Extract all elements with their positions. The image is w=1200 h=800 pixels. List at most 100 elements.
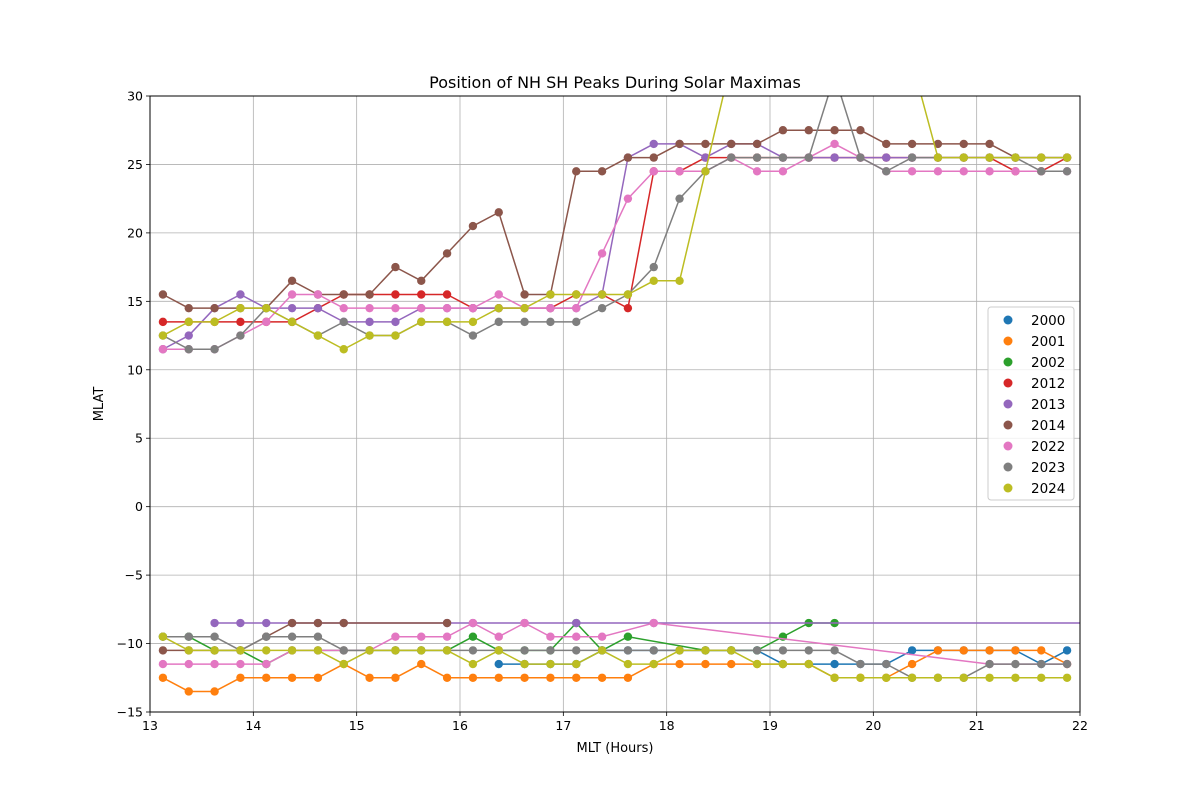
data-point — [1037, 167, 1046, 176]
data-point — [597, 290, 607, 299]
data-point — [287, 276, 297, 285]
data-point — [391, 673, 400, 682]
data-point — [262, 303, 271, 313]
data-point — [287, 632, 297, 641]
data-point — [184, 632, 193, 641]
legend-label: 2012 — [1031, 376, 1065, 392]
data-point — [210, 618, 219, 628]
data-point — [442, 618, 452, 628]
data-point — [417, 290, 426, 299]
legend-label: 2022 — [1031, 439, 1065, 455]
y-tick-label: −5 — [125, 568, 143, 583]
data-point — [210, 687, 219, 696]
data-point — [1062, 646, 1072, 655]
data-point — [985, 167, 994, 176]
legend-marker — [1003, 399, 1013, 409]
data-point — [572, 290, 581, 299]
data-point — [752, 167, 762, 176]
data-point — [1062, 673, 1072, 682]
data-point — [210, 317, 219, 327]
data-point — [236, 646, 245, 655]
data-point — [933, 646, 943, 655]
series-line-2014-nh — [162, 129, 1068, 309]
data-point — [417, 646, 426, 655]
data-point — [675, 167, 684, 176]
legend-label: 2000 — [1031, 313, 1065, 329]
data-point — [597, 632, 607, 641]
data-point — [313, 632, 323, 641]
data-point — [701, 139, 710, 149]
data-point — [158, 317, 168, 327]
data-point — [907, 167, 917, 176]
data-point — [856, 126, 865, 135]
data-point — [520, 290, 529, 299]
data-point — [649, 276, 658, 285]
legend-marker — [1003, 378, 1013, 388]
data-point — [442, 303, 452, 313]
data-point — [184, 317, 193, 327]
data-point — [675, 276, 684, 285]
legend: 2000 2001 2002 2012 2013 2014 2022 2023 2024 — [987, 306, 1075, 501]
data-point — [520, 673, 529, 682]
data-point — [649, 618, 658, 628]
data-point — [856, 673, 865, 682]
data-point — [442, 290, 452, 299]
data-point — [675, 659, 684, 669]
data-point — [1037, 646, 1046, 655]
data-point — [830, 153, 839, 162]
data-point — [882, 659, 891, 669]
data-point — [985, 646, 994, 655]
data-point — [649, 139, 658, 149]
data-point — [985, 153, 994, 162]
data-point — [882, 673, 891, 682]
data-point — [210, 659, 219, 669]
legend-label: 2023 — [1031, 460, 1065, 476]
data-point — [623, 290, 633, 299]
data-point — [158, 632, 168, 641]
legend-marker — [1003, 483, 1013, 493]
data-point — [675, 646, 684, 655]
data-point — [391, 262, 400, 272]
x-tick-label: 19 — [762, 718, 778, 733]
legend-label: 2024 — [1031, 481, 1065, 497]
data-point — [649, 262, 658, 272]
data-point — [184, 659, 193, 669]
data-point — [933, 673, 943, 682]
data-point — [313, 290, 323, 299]
data-point — [546, 303, 555, 313]
data-point — [365, 290, 374, 299]
data-point — [597, 303, 607, 313]
x-tick-label: 15 — [349, 718, 365, 733]
data-point — [520, 303, 529, 313]
data-point — [210, 303, 219, 313]
data-point — [236, 303, 245, 313]
data-point — [520, 317, 529, 327]
data-point — [546, 290, 555, 299]
x-tick-label: 20 — [865, 718, 881, 733]
data-point — [778, 126, 788, 135]
data-point — [417, 659, 426, 669]
x-tick-label: 18 — [659, 718, 675, 733]
data-point — [907, 153, 917, 162]
data-point — [572, 673, 581, 682]
data-point — [210, 646, 219, 655]
y-tick-label: 30 — [127, 89, 143, 104]
data-point — [959, 153, 968, 162]
data-point — [442, 632, 452, 641]
data-point — [236, 659, 245, 669]
data-point — [494, 303, 503, 313]
y-tick-label: −10 — [117, 636, 143, 651]
y-tick-label: 5 — [135, 431, 143, 446]
data-point — [262, 618, 271, 628]
data-point — [417, 317, 426, 327]
data-point — [830, 126, 839, 135]
data-point — [313, 618, 323, 628]
data-point — [391, 646, 400, 655]
y-tick-label: 15 — [127, 294, 143, 309]
series-line-2024-sh — [162, 636, 1068, 679]
data-point — [210, 632, 219, 641]
data-point — [287, 618, 297, 628]
data-point — [184, 646, 193, 655]
data-point — [1011, 659, 1020, 669]
data-point — [494, 673, 503, 682]
